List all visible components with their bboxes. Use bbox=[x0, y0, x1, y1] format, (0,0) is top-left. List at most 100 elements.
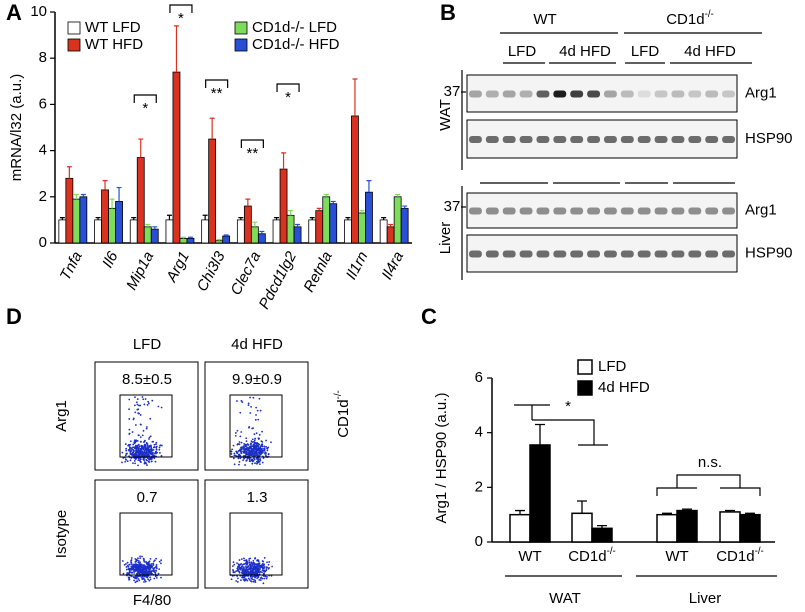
event bbox=[139, 440, 142, 443]
tissue-label: WAT bbox=[437, 99, 454, 131]
significance: * bbox=[565, 398, 571, 415]
event bbox=[238, 565, 241, 567]
event bbox=[245, 445, 248, 448]
blot-band bbox=[604, 90, 617, 98]
event bbox=[154, 450, 157, 453]
blot-band bbox=[570, 90, 584, 98]
event bbox=[148, 579, 151, 582]
event bbox=[240, 562, 243, 565]
bar bbox=[186, 237, 195, 244]
error-bar bbox=[138, 138, 144, 158]
event bbox=[148, 445, 151, 448]
blot-band bbox=[620, 207, 634, 215]
event bbox=[159, 444, 161, 447]
error-bar bbox=[95, 216, 101, 220]
blot-band bbox=[469, 207, 482, 215]
event bbox=[255, 454, 258, 457]
blot-band bbox=[485, 90, 499, 98]
event bbox=[128, 563, 131, 566]
gate-value: 0.7 bbox=[137, 489, 158, 506]
event bbox=[230, 450, 233, 453]
event bbox=[138, 564, 140, 566]
blot-band bbox=[722, 136, 735, 143]
bar bbox=[351, 115, 359, 244]
event bbox=[247, 448, 250, 451]
gate-value: 1.3 bbox=[247, 489, 268, 506]
event bbox=[139, 436, 142, 439]
gate-value: 8.5±0.5 bbox=[122, 371, 172, 388]
event bbox=[242, 459, 244, 462]
bracket bbox=[514, 404, 608, 446]
event bbox=[147, 570, 150, 573]
event bbox=[123, 563, 126, 566]
event bbox=[259, 451, 262, 454]
bar bbox=[150, 228, 159, 244]
event bbox=[150, 563, 153, 565]
event bbox=[265, 439, 267, 442]
y-axis-label: Arg1 / HSP90 (a.u.) bbox=[433, 393, 450, 524]
event bbox=[243, 448, 245, 451]
event bbox=[257, 560, 260, 563]
event bbox=[256, 452, 258, 455]
event bbox=[145, 450, 148, 452]
event bbox=[235, 570, 238, 572]
bar bbox=[379, 219, 388, 244]
bar bbox=[136, 157, 145, 244]
significance: * bbox=[142, 100, 148, 117]
legend-swatch bbox=[67, 38, 81, 52]
event bbox=[261, 430, 263, 433]
gate bbox=[229, 394, 283, 458]
event bbox=[250, 565, 252, 567]
event bbox=[121, 451, 124, 454]
event bbox=[128, 398, 131, 401]
event bbox=[257, 460, 260, 463]
blot-band bbox=[637, 90, 651, 98]
blot-band bbox=[553, 136, 567, 143]
event bbox=[246, 443, 248, 446]
event bbox=[128, 446, 131, 448]
event bbox=[261, 569, 264, 572]
event bbox=[148, 438, 150, 440]
event bbox=[139, 445, 141, 448]
event bbox=[131, 452, 134, 455]
blot-band bbox=[705, 136, 719, 143]
event bbox=[246, 579, 249, 582]
event bbox=[265, 569, 268, 572]
event bbox=[137, 557, 139, 560]
event bbox=[134, 462, 136, 465]
event bbox=[143, 403, 146, 406]
y-tick-label: 10 bbox=[30, 3, 47, 20]
event bbox=[144, 439, 146, 442]
event bbox=[144, 445, 147, 447]
legend-swatch bbox=[577, 380, 593, 396]
event bbox=[244, 569, 247, 572]
event bbox=[250, 571, 253, 574]
event bbox=[137, 443, 140, 446]
event bbox=[262, 567, 265, 570]
event bbox=[125, 568, 128, 571]
event bbox=[235, 580, 238, 582]
bracket bbox=[169, 4, 193, 13]
error-bar bbox=[209, 117, 215, 140]
event bbox=[250, 580, 253, 583]
bracket bbox=[656, 474, 761, 496]
event bbox=[141, 569, 144, 571]
event bbox=[236, 443, 239, 445]
event bbox=[260, 444, 263, 447]
diet-label: LFD bbox=[508, 43, 537, 60]
event bbox=[249, 575, 252, 578]
blot-band bbox=[654, 136, 668, 143]
event bbox=[245, 565, 247, 568]
bracket bbox=[205, 79, 229, 88]
error-bar bbox=[359, 210, 365, 213]
event bbox=[240, 558, 243, 561]
event bbox=[247, 577, 250, 580]
x-tick-label: Il1rn bbox=[343, 249, 372, 283]
event bbox=[135, 401, 138, 404]
event bbox=[128, 569, 131, 572]
event bbox=[261, 461, 264, 464]
y-tick-label: 8 bbox=[39, 49, 47, 66]
event bbox=[151, 451, 154, 454]
event bbox=[142, 452, 145, 455]
bar bbox=[215, 240, 224, 244]
